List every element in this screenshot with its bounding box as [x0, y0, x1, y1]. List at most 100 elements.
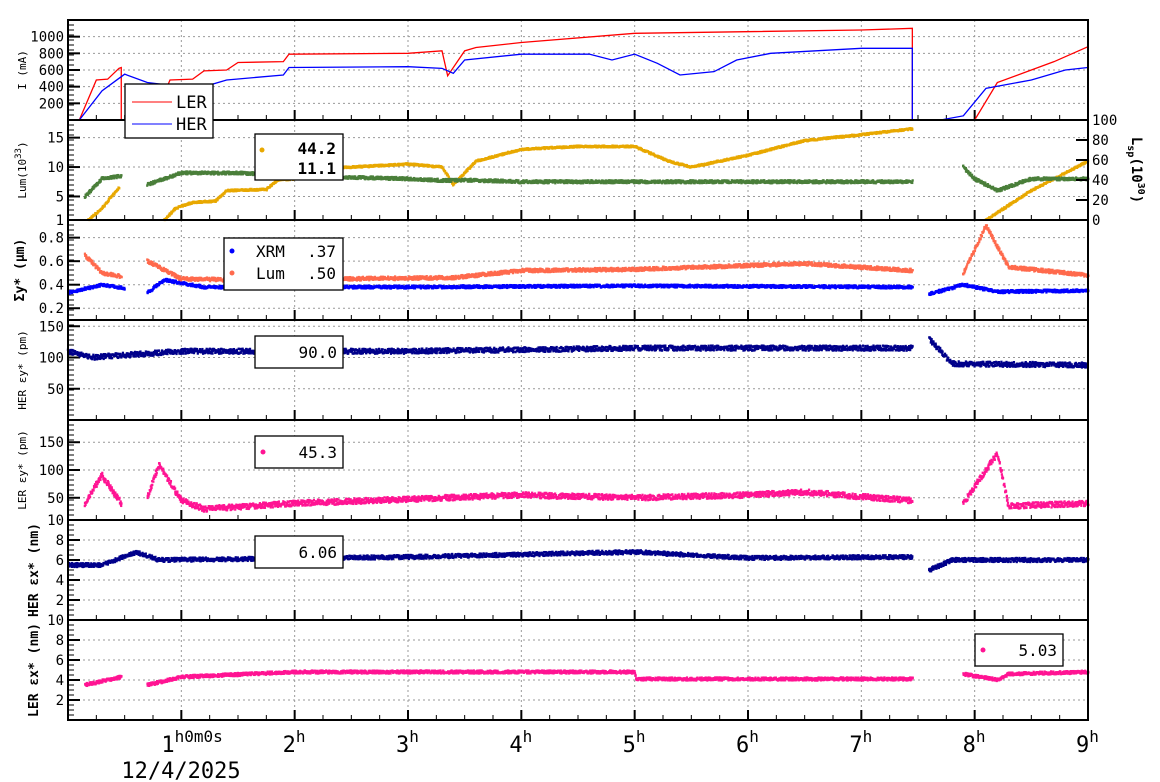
data-point — [692, 179, 695, 182]
data-point — [117, 187, 121, 190]
data-point — [211, 172, 214, 175]
data-point — [406, 177, 410, 180]
data-point — [398, 176, 401, 179]
data-point — [571, 179, 574, 182]
series-lum — [87, 127, 1090, 222]
data-point — [233, 171, 237, 174]
data-point — [757, 150, 760, 154]
data-point — [547, 181, 550, 185]
data-point — [474, 161, 477, 164]
data-point — [477, 158, 480, 161]
data-point — [517, 179, 520, 182]
data-point — [500, 181, 504, 184]
data-point — [434, 178, 437, 181]
data-point — [970, 173, 974, 177]
data-point — [1041, 184, 1044, 187]
data-point — [998, 210, 1002, 213]
data-point — [649, 151, 653, 154]
data-point — [846, 134, 849, 137]
data-point — [117, 174, 120, 177]
data-point — [706, 179, 709, 183]
data-point — [390, 176, 393, 179]
data-point — [391, 176, 394, 179]
series-her — [78, 47, 1089, 121]
data-point — [693, 181, 696, 185]
data-point — [622, 181, 625, 184]
data-point — [146, 184, 149, 187]
data-point — [428, 177, 431, 180]
data-point — [437, 165, 440, 168]
data-point — [568, 179, 571, 183]
data-point — [714, 179, 717, 182]
data-point — [853, 133, 856, 137]
data-point — [429, 180, 432, 183]
data-point — [618, 179, 621, 182]
data-point — [359, 177, 363, 180]
data-point — [176, 207, 179, 210]
data-point — [494, 178, 498, 181]
data-point — [181, 205, 184, 208]
data-point — [712, 179, 715, 183]
data-point — [867, 133, 870, 136]
data-point — [482, 178, 485, 182]
data-point — [201, 170, 204, 173]
data-point — [425, 179, 428, 182]
data-point — [172, 209, 175, 212]
data-point — [99, 180, 102, 183]
data-point — [1005, 206, 1008, 210]
data-point — [509, 178, 512, 182]
y-tick-label: 5 — [56, 189, 64, 205]
data-point — [220, 172, 223, 176]
data-point — [416, 177, 419, 180]
data-point — [594, 179, 597, 182]
data-point — [745, 153, 748, 157]
data-point — [911, 128, 914, 131]
data-point — [819, 138, 822, 141]
data-point — [354, 175, 357, 178]
data-point — [592, 145, 595, 148]
data-point — [1025, 193, 1028, 196]
data-point — [549, 180, 552, 183]
data-point — [109, 196, 113, 199]
y-tick-label: 400 — [39, 80, 64, 96]
data-point — [189, 170, 192, 173]
data-point — [867, 132, 871, 135]
data-point — [478, 179, 481, 183]
data-point — [698, 179, 701, 182]
data-point — [1076, 165, 1080, 169]
data-point — [441, 178, 444, 182]
data-point — [91, 188, 94, 191]
data-point — [747, 154, 750, 157]
data-point — [687, 181, 691, 185]
data-point — [762, 150, 765, 154]
data-point — [493, 154, 497, 157]
data-point — [719, 181, 722, 185]
data-point — [109, 177, 113, 180]
data-point — [634, 179, 638, 183]
data-point — [155, 180, 158, 183]
data-point — [496, 180, 499, 184]
data-point — [666, 179, 669, 182]
data-point — [163, 178, 167, 181]
data-point — [376, 164, 379, 168]
data-point — [602, 179, 605, 182]
data-point — [623, 179, 626, 183]
data-point — [452, 182, 456, 186]
data-point — [216, 198, 219, 202]
data-point — [209, 172, 213, 176]
data-point — [675, 181, 678, 184]
data-point — [602, 144, 606, 147]
data-point — [111, 195, 114, 198]
data-point — [530, 181, 533, 185]
data-point — [207, 170, 210, 173]
data-point — [1003, 206, 1006, 209]
data-point — [685, 164, 689, 167]
data-point — [376, 177, 379, 180]
data-point — [651, 180, 655, 184]
data-point — [448, 177, 451, 181]
data-point — [220, 171, 223, 174]
data-point — [710, 179, 713, 182]
data-point — [112, 174, 115, 177]
data-point — [89, 190, 93, 194]
data-point — [990, 215, 993, 219]
